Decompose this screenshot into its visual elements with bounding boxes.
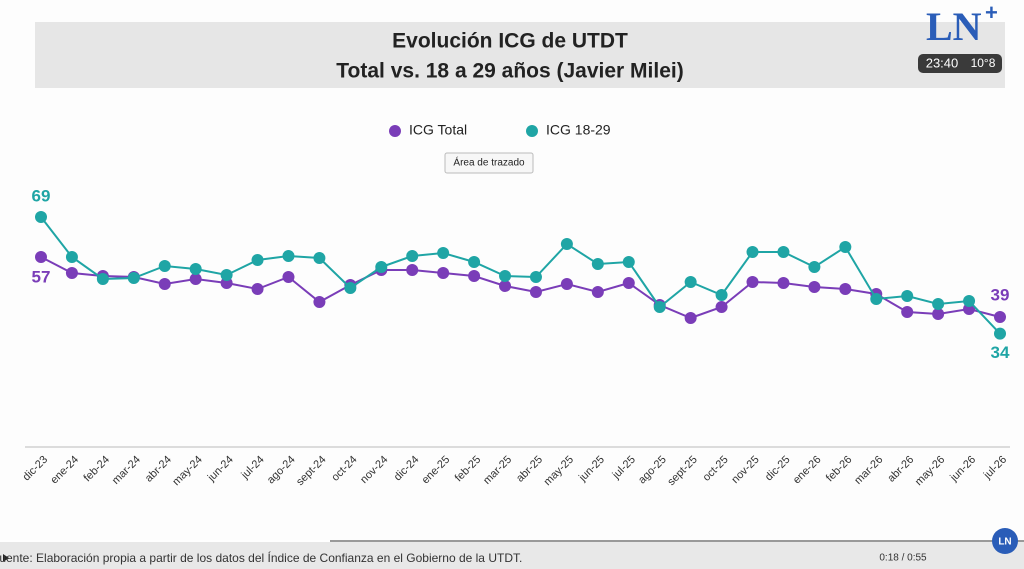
data-point bbox=[406, 264, 419, 276]
data-point bbox=[344, 282, 357, 294]
logo: LN bbox=[926, 4, 982, 49]
data-point bbox=[158, 260, 171, 272]
data-point bbox=[189, 263, 202, 275]
data-point bbox=[591, 258, 604, 270]
data-point bbox=[653, 301, 666, 313]
play-button[interactable] bbox=[3, 554, 9, 562]
source-note: Fuente: Elaboración propia a partir de l… bbox=[0, 550, 522, 565]
data-point bbox=[529, 286, 542, 298]
data-point bbox=[839, 241, 852, 253]
data-label: 34 bbox=[991, 343, 1010, 362]
data-point bbox=[313, 252, 326, 264]
data-point bbox=[127, 272, 140, 284]
data-point bbox=[715, 289, 728, 301]
temperature: 10°8 bbox=[971, 56, 996, 70]
data-point bbox=[65, 267, 78, 279]
data-point bbox=[932, 298, 945, 310]
data-point bbox=[35, 251, 47, 263]
data-point bbox=[808, 281, 821, 293]
data-point bbox=[189, 273, 202, 285]
data-point bbox=[313, 296, 326, 308]
data-point bbox=[777, 246, 790, 258]
tv-logo: LN + 23:40 10°8 bbox=[918, 0, 1002, 73]
legend-marker bbox=[526, 125, 538, 137]
data-point bbox=[870, 293, 883, 305]
data-point bbox=[499, 270, 512, 282]
data-point bbox=[591, 286, 604, 298]
data-label: 39 bbox=[991, 285, 1010, 304]
data-point bbox=[220, 269, 233, 281]
chart-subtitle: Total vs. 18 a 29 años (Javier Milei) bbox=[336, 60, 683, 83]
data-point bbox=[932, 308, 945, 320]
data-point bbox=[529, 271, 542, 283]
data-point bbox=[839, 283, 852, 295]
data-label: 57 bbox=[32, 267, 51, 286]
legend-label: ICG 18-29 bbox=[546, 122, 611, 138]
data-point bbox=[96, 273, 109, 285]
clock: 23:40 bbox=[926, 55, 959, 70]
data-point bbox=[560, 278, 573, 290]
data-point bbox=[65, 251, 78, 263]
logo-plus: + bbox=[985, 0, 998, 25]
data-point bbox=[406, 250, 419, 262]
clock-box bbox=[918, 54, 1002, 73]
data-point bbox=[251, 254, 264, 266]
data-point bbox=[994, 311, 1006, 323]
data-point bbox=[251, 283, 264, 295]
data-point bbox=[468, 256, 481, 268]
data-point bbox=[901, 306, 914, 318]
data-label: 69 bbox=[32, 186, 51, 205]
tooltip-box bbox=[444, 152, 534, 174]
data-point bbox=[994, 327, 1006, 340]
data-point bbox=[715, 301, 728, 313]
data-point bbox=[808, 261, 821, 273]
data-point bbox=[499, 280, 512, 292]
control-bar bbox=[0, 540, 1024, 569]
data-point bbox=[468, 270, 481, 282]
badge-text: LN bbox=[998, 537, 1011, 548]
legend-label: ICG Total bbox=[409, 122, 467, 138]
video-time: 0:18 / 0:55 bbox=[879, 553, 927, 564]
data-point bbox=[282, 250, 295, 262]
data-point bbox=[746, 246, 759, 258]
data-point bbox=[746, 276, 759, 288]
tooltip: Área de trazado bbox=[453, 156, 525, 169]
data-point bbox=[963, 295, 976, 307]
chart-title: Evolución ICG de UTDT bbox=[392, 30, 628, 53]
data-point bbox=[901, 290, 914, 302]
data-point bbox=[684, 312, 697, 324]
data-point bbox=[622, 256, 635, 268]
data-point bbox=[437, 267, 450, 279]
legend-marker bbox=[389, 125, 401, 137]
data-point bbox=[35, 211, 47, 223]
data-point bbox=[622, 277, 635, 289]
data-point bbox=[560, 238, 573, 250]
data-point bbox=[684, 276, 697, 288]
title-banner bbox=[35, 22, 1005, 88]
data-point bbox=[437, 247, 450, 259]
data-point bbox=[777, 277, 790, 289]
badge bbox=[992, 528, 1018, 554]
data-point bbox=[375, 261, 388, 273]
data-point bbox=[158, 278, 171, 290]
data-point bbox=[282, 271, 295, 283]
